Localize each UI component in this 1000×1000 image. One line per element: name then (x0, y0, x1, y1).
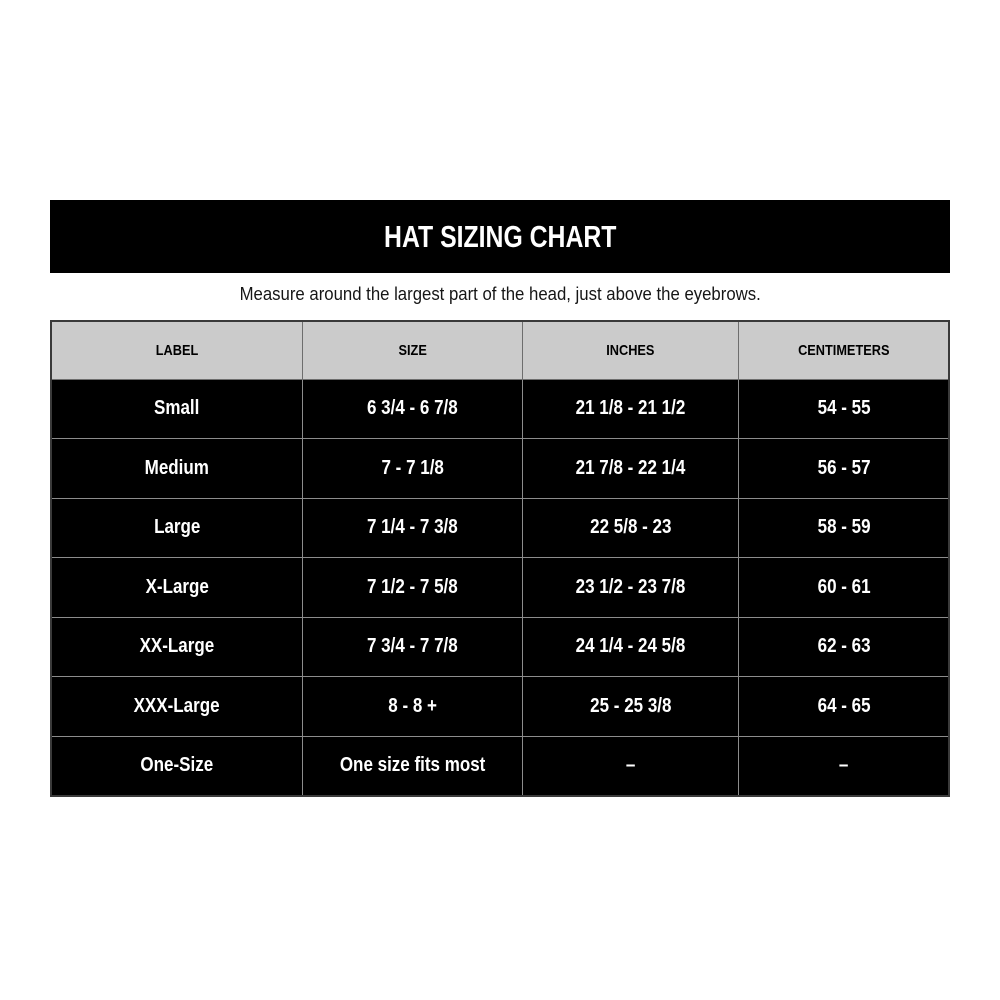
cell-centimeters: 62 - 63 (738, 616, 950, 677)
cell-size: 6 3/4 - 6 7/8 (301, 378, 523, 439)
cell-centimeters: 54 - 55 (738, 378, 950, 439)
table-row: One-Size One size fits most – – (50, 735, 950, 796)
table-row: Small 6 3/4 - 6 7/8 21 1/8 - 21 1/2 54 -… (50, 378, 950, 439)
cell-size: 7 1/2 - 7 5/8 (301, 557, 523, 618)
table-row: XX-Large 7 3/4 - 7 7/8 24 1/4 - 24 5/8 6… (50, 616, 950, 677)
cell-label: XXX-Large (50, 676, 303, 737)
cell-size: 8 - 8 + (301, 676, 523, 737)
table-row: Large 7 1/4 - 7 3/8 22 5/8 - 23 58 - 59 (50, 497, 950, 558)
cell-centimeters: 60 - 61 (738, 557, 950, 618)
cell-inches: 21 1/8 - 21 1/2 (521, 378, 740, 439)
cell-label: Small (50, 378, 303, 439)
subtitle: Measure around the largest part of the h… (50, 284, 950, 305)
table-row: XXX-Large 8 - 8 + 25 - 25 3/8 64 - 65 (50, 676, 950, 737)
title-bar: HAT SIZING CHART (50, 200, 950, 273)
cell-inches: 22 5/8 - 23 (521, 497, 740, 558)
column-header-centimeters: CENTIMETERS (738, 320, 950, 380)
cell-label: Medium (50, 438, 303, 499)
cell-inches: 21 7/8 - 22 1/4 (521, 438, 740, 499)
cell-inches: 25 - 25 3/8 (521, 676, 740, 737)
cell-centimeters: 64 - 65 (738, 676, 950, 737)
cell-size: One size fits most (301, 735, 523, 796)
column-header-size: SIZE (301, 320, 523, 380)
column-header-label: LABEL (50, 320, 303, 380)
hat-sizing-table: LABEL SIZE INCHES CENTIMETERS Small 6 3/… (50, 320, 950, 797)
cell-label: Large (50, 497, 303, 558)
cell-centimeters: 58 - 59 (738, 497, 950, 558)
table-row: Medium 7 - 7 1/8 21 7/8 - 22 1/4 56 - 57 (50, 438, 950, 499)
cell-inches: 23 1/2 - 23 7/8 (521, 557, 740, 618)
cell-inches: 24 1/4 - 24 5/8 (521, 616, 740, 677)
subtitle-text: Measure around the largest part of the h… (239, 284, 761, 304)
cell-inches: – (521, 735, 740, 796)
cell-size: 7 - 7 1/8 (301, 438, 523, 499)
table-header-row: LABEL SIZE INCHES CENTIMETERS (50, 320, 950, 380)
page-title: HAT SIZING CHART (383, 218, 617, 254)
cell-centimeters: – (738, 735, 950, 796)
cell-label: One-Size (50, 735, 303, 796)
cell-size: 7 3/4 - 7 7/8 (301, 616, 523, 677)
cell-size: 7 1/4 - 7 3/8 (301, 497, 523, 558)
cell-centimeters: 56 - 57 (738, 438, 950, 499)
cell-label: X-Large (50, 557, 303, 618)
table-row: X-Large 7 1/2 - 7 5/8 23 1/2 - 23 7/8 60… (50, 557, 950, 618)
cell-label: XX-Large (50, 616, 303, 677)
column-header-inches: INCHES (521, 320, 740, 380)
